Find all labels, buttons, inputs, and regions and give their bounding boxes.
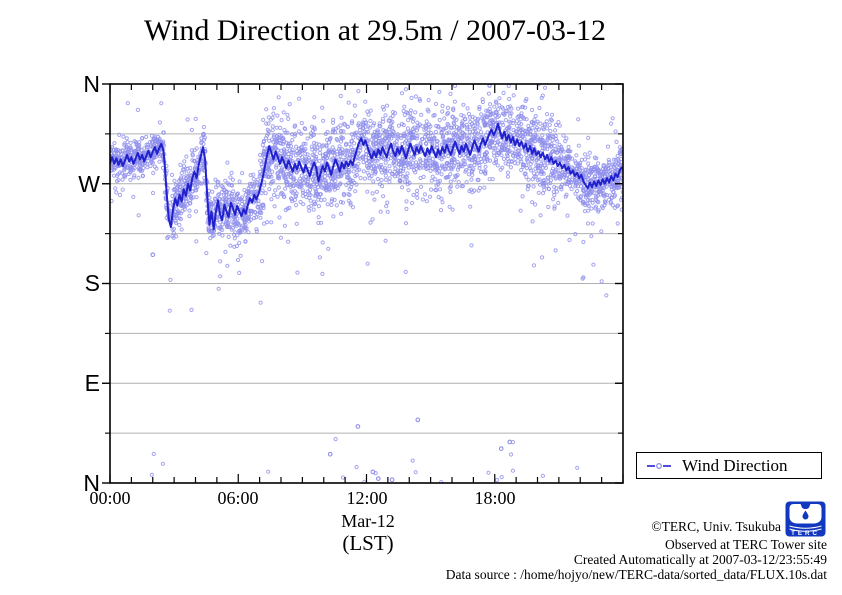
y-axis-tick-label-s: S [84,270,100,296]
y-axis-tick-label-n-bottom: N [83,470,100,496]
terc-logo-text: TERC [791,530,820,537]
chart-title: Wind Direction at 29.5m / 2007-03-12 [143,14,607,47]
x-axis-tick-label-0600: 06:00 [217,488,259,508]
water-drop-icon [802,510,809,520]
line-marker-icon [647,462,671,469]
copyright-text: ©TERC, Univ. Tsukuba [651,519,781,534]
y-axis-tick-label-w: W [78,171,100,197]
legend: Wind Direction [636,452,822,479]
observed-site-text: Observed at TERC Tower site [664,537,827,552]
terc-logo: TERC [785,501,826,537]
x-axis-tick-label-1200: 12:00 [346,488,388,508]
x-axis-unit-label: (LST) [342,531,394,555]
x-axis-tick-label-0000: 00:00 [89,488,131,508]
x-axis-date-label: Mar-12 [341,511,395,531]
legend-label: Wind Direction [682,455,788,475]
x-axis-tick-label-1800: 18:00 [474,488,516,508]
y-axis-tick-label-n-top: N [83,71,100,97]
created-timestamp-text: Created Automatically at 2007-03-12/23:5… [573,552,827,567]
y-axis-tick-label-e: E [84,370,100,396]
data-source-text: Data source : /home/hojyo/new/TERC-data/… [445,567,827,582]
